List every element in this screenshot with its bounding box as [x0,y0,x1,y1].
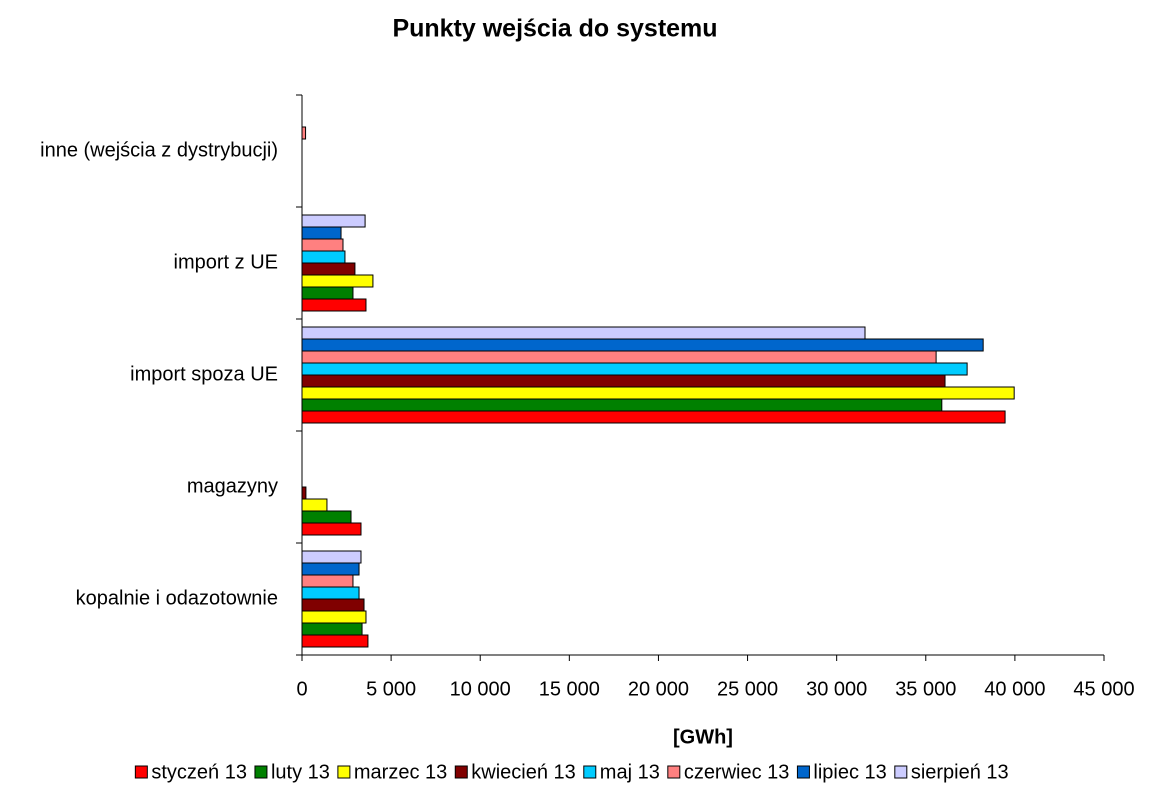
bar [301,634,369,648]
bar [301,598,365,612]
bar [301,326,866,340]
x-tick-label: 15 000 [539,678,600,700]
legend-label: styczeń 13 [151,761,247,783]
legend-label: lipiec 13 [813,761,886,783]
bar [301,386,1015,400]
legend-label: kwiecień 13 [471,761,576,783]
chart-title: Punkty wejścia do systemu [392,15,717,43]
x-tick-label: 30 000 [806,678,867,700]
y-tick-label: import z UE [174,251,278,273]
bar [301,622,363,636]
x-tick-label: 20 000 [628,678,689,700]
bar [301,350,937,364]
bar [301,398,943,412]
bar [301,486,307,500]
legend-swatch [667,765,681,779]
bar [301,298,367,312]
legend-swatch [337,765,351,779]
bar [301,374,946,388]
bar [301,498,328,512]
bar [301,214,366,228]
bar [301,286,354,300]
bar [301,338,984,352]
x-tick-label: 5 000 [366,678,416,700]
bar [301,522,362,536]
legend-swatch [134,765,148,779]
bar [301,410,1006,424]
bar [301,226,342,240]
legend-swatch [254,765,268,779]
legend: styczeń 13 luty 13 marzec 13 kwiecień 13 maj… [134,761,1009,783]
legend-swatch [454,765,468,779]
legend-label: sierpień 13 [911,761,1009,783]
legend-label: maj 13 [600,761,660,783]
x-tick-label: 25 000 [717,678,778,700]
bar [301,238,344,252]
bar [301,562,360,576]
legend-swatch [796,765,810,779]
bar [301,586,360,600]
y-tick-label: magazyny [187,475,278,497]
y-tick-label: kopalnie i odazotownie [76,587,278,609]
bar [301,126,307,140]
y-tick-label: import spoza UE [130,363,278,385]
x-tick-label: 0 [296,678,307,700]
x-tick-label: 45 000 [1073,678,1134,700]
legend-label: luty 13 [271,761,330,783]
legend-label: czerwiec 13 [684,761,790,783]
x-axis-title: [GWh] [673,726,733,748]
legend-swatch [894,765,908,779]
bar [301,274,374,288]
bar [301,362,968,376]
bar [301,550,362,564]
legend-label: marzec 13 [354,761,447,783]
bar [301,262,356,276]
x-tick-label: 35 000 [895,678,956,700]
x-tick-label: 40 000 [984,678,1045,700]
bar [301,610,367,624]
bar [301,250,346,264]
x-tick-label: 10 000 [450,678,511,700]
y-tick-label: inne (wejścia z dystrybucji) [40,139,278,161]
legend-swatch [583,765,597,779]
bar [301,574,354,588]
bar [301,510,352,524]
